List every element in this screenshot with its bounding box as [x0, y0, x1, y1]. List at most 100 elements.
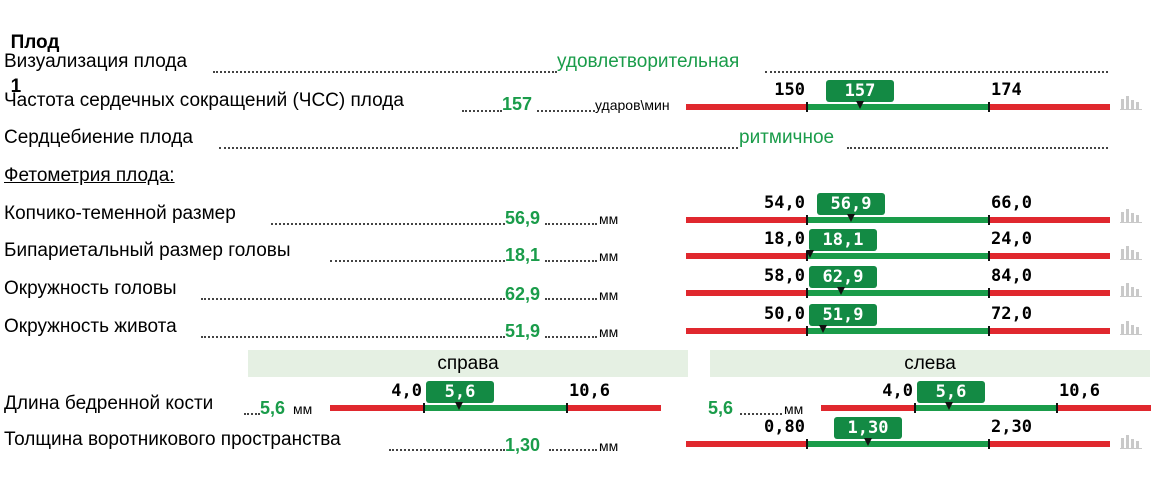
bar-chart-icon[interactable] [1120, 435, 1142, 454]
heart-rate-unit: ударов\мин [595, 97, 670, 113]
value-badge: 62,9 [809, 266, 877, 288]
value-marker [847, 214, 855, 222]
range-max-tick [988, 439, 990, 449]
value-marker [864, 438, 872, 446]
range-min-label: 0,80 [764, 417, 805, 437]
range-min-label: 150 [774, 80, 805, 100]
range-normal-segment [807, 328, 989, 334]
range-min-tick [914, 403, 916, 413]
fetometry-heading: Фетометрия плода: [4, 165, 175, 186]
range-low-segment [686, 104, 807, 110]
bar-chart-icon[interactable] [1120, 283, 1142, 302]
nt-label: Толщина воротникового пространства [4, 429, 341, 450]
range-high-segment [567, 405, 661, 411]
value-badge: 157 [826, 80, 894, 102]
range-max-label: 84,0 [991, 266, 1032, 286]
range-max-tick [566, 403, 568, 413]
range-normal-segment [807, 217, 989, 223]
range-min-label: 18,0 [764, 229, 805, 249]
hc-unit: мм [599, 287, 619, 303]
value-badge: 5,6 [917, 381, 985, 403]
range-low-segment [686, 253, 807, 259]
value-marker [806, 250, 814, 258]
ac-value: 51,9 [505, 321, 541, 341]
range-normal-segment [807, 441, 989, 447]
bar-chart-glyph [1120, 209, 1142, 223]
side-header-left: слева [710, 350, 1150, 377]
value-badge: 1,30 [834, 417, 902, 439]
range-high-segment [989, 328, 1110, 334]
bar-chart-icon[interactable] [1120, 209, 1142, 228]
range-low-segment [686, 217, 807, 223]
heartbeat-value: ритмичное [739, 127, 835, 148]
value-marker [837, 287, 845, 295]
femur-right-unit: мм [293, 401, 313, 417]
range-normal-segment [807, 290, 989, 296]
range-normal-segment [807, 253, 989, 259]
bar-chart-icon[interactable] [1120, 321, 1142, 340]
range-max-tick [988, 251, 990, 261]
range-max-tick [988, 102, 990, 112]
value-badge: 18,1 [809, 229, 877, 251]
femur-left-unit: мм [784, 401, 804, 417]
range-max-tick [988, 215, 990, 225]
bar-chart-glyph [1120, 96, 1142, 110]
range-high-segment [989, 104, 1110, 110]
nt-value: 1,30 [505, 435, 541, 455]
nt-scale: 0,80 2,30 1,30 [686, 417, 1110, 451]
range-low-segment [686, 290, 807, 296]
crl-value: 56,9 [505, 208, 541, 228]
range-min-tick [806, 215, 808, 225]
bar-chart-glyph [1120, 246, 1142, 260]
range-max-label: 24,0 [991, 229, 1032, 249]
side-header-right: справа [248, 350, 688, 377]
value-marker [945, 402, 953, 410]
range-low-segment [686, 441, 807, 447]
range-max-label: 2,30 [991, 417, 1032, 437]
range-high-segment [989, 441, 1110, 447]
value-marker [819, 325, 827, 333]
range-low-segment [686, 328, 807, 334]
range-min-label: 58,0 [764, 266, 805, 286]
range-max-label: 66,0 [991, 193, 1032, 213]
range-min-tick [806, 439, 808, 449]
crl-unit: мм [599, 211, 619, 227]
heart-rate-label: Частота сердечных сокращений (ЧСС) плода [4, 90, 404, 111]
fetus-title: Плод 1 [0, 10, 60, 98]
value-marker [455, 402, 463, 410]
value-badge: 5,6 [426, 381, 494, 403]
bar-chart-icon[interactable] [1120, 246, 1142, 265]
hc-scale: 58,0 84,0 62,9 [686, 266, 1110, 300]
bar-chart-glyph [1120, 321, 1142, 335]
hc-value: 62,9 [505, 284, 541, 304]
range-max-tick [988, 288, 990, 298]
ac-scale: 50,0 72,0 51,9 [686, 304, 1110, 338]
range-max-label: 72,0 [991, 304, 1032, 324]
femur-right-scale: 4,0 10,6 5,6 [330, 381, 661, 415]
bpd-value: 18,1 [505, 245, 541, 265]
range-normal-segment [424, 405, 567, 411]
visualization-value: удовлетворительная [557, 51, 740, 72]
range-max-label: 174 [991, 80, 1022, 100]
range-high-segment [1057, 405, 1151, 411]
range-high-segment [989, 217, 1110, 223]
bar-chart-icon[interactable] [1120, 96, 1142, 115]
ac-unit: мм [599, 324, 619, 340]
bpd-label: Бипариетальный размер головы [4, 240, 291, 261]
range-max-tick [1056, 403, 1058, 413]
range-min-label: 4,0 [391, 381, 422, 401]
femur-left-scale: 4,0 10,6 5,6 [821, 381, 1151, 415]
range-max-label: 10,6 [569, 381, 610, 401]
range-high-segment [989, 253, 1110, 259]
range-min-label: 4,0 [882, 381, 913, 401]
range-min-tick [423, 403, 425, 413]
femur-label: Длина бедренной кости [4, 393, 214, 414]
range-low-segment [821, 405, 915, 411]
crl-scale: 54,0 66,0 56,9 [686, 193, 1110, 227]
range-max-label: 10,6 [1059, 381, 1100, 401]
range-min-tick [806, 288, 808, 298]
visualization-label: Визуализация плода [4, 51, 188, 72]
value-marker [856, 101, 864, 109]
femur-right-value: 5,6 [260, 398, 286, 418]
crl-label: Копчико-теменной размер [4, 203, 236, 224]
